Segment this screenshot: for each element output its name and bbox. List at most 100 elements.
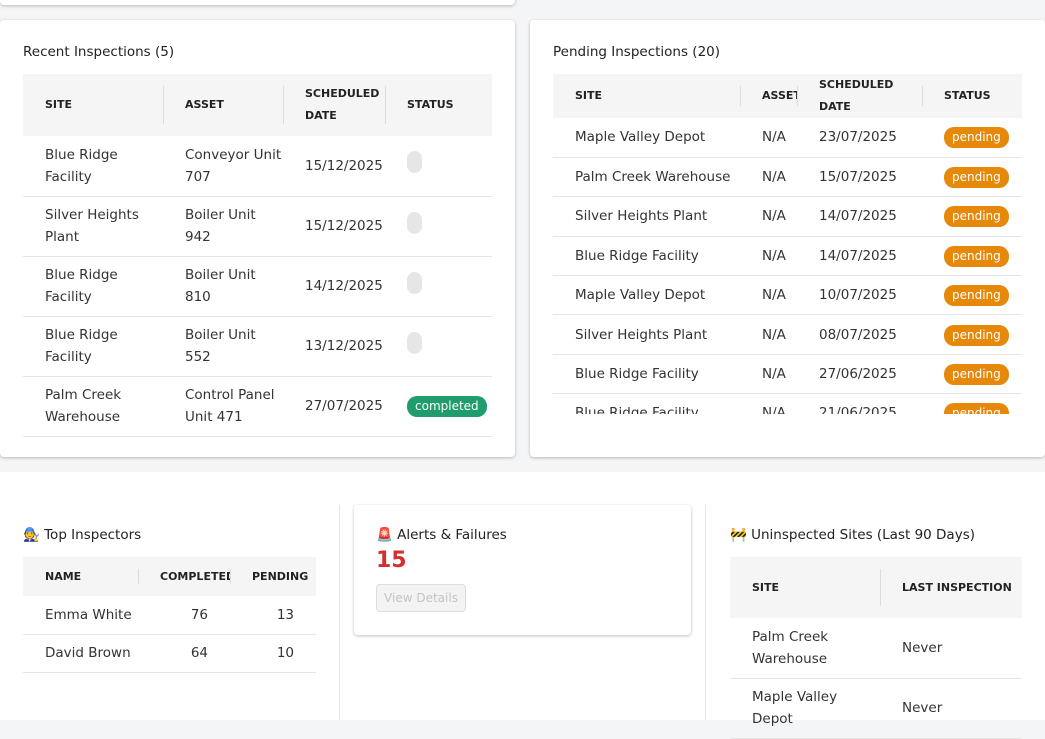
last-cell: Never — [880, 618, 1022, 679]
uninspected-table: SITE LAST INSPECTION Palm Creek Warehouse N… — [730, 557, 1022, 739]
status-cell: pending — [922, 393, 1022, 414]
column-header: SITE — [730, 557, 880, 618]
tbody: Maple Valley Depot N/A 23/07/2025 pending Pa… — [553, 118, 1022, 414]
column-header: LAST INSPECTION — [880, 557, 1022, 618]
column-header: STATUS — [385, 74, 492, 136]
status-cell: pending — [922, 314, 1022, 355]
site-cell: Palm Creek Warehouse — [730, 618, 880, 679]
thead: SITE ASSET SCHEDULED DATE STATUS — [553, 74, 1022, 118]
status-pill: pending — [944, 167, 1009, 189]
status-pill: pending — [944, 245, 1009, 267]
header-row: NAME COMPLETED PENDING — [23, 557, 316, 596]
status-cell: pending — [922, 275, 1022, 316]
recent-card: Recent Inspections (5) SITE ASSET SCHEDULE… — [0, 20, 515, 457]
asset-cell: N/A — [740, 157, 797, 198]
status-pill: pending — [944, 285, 1009, 307]
inspectors-table: NAME COMPLETED PENDING Emma White 76 13 David … — [23, 557, 316, 673]
row: David Brown 64 10 — [23, 634, 316, 673]
status-pill: pending — [944, 324, 1009, 346]
status-pill: completed — [407, 396, 487, 417]
column-header: COMPLETED — [138, 557, 235, 596]
thead: SITE ASSET SCHEDULED DATE STATUS — [23, 74, 492, 136]
asset-cell: N/A — [740, 275, 797, 316]
date-cell: 14/12/2025 — [283, 256, 385, 317]
row: Blue Ridge Facility N/A 14/07/2025 pending — [553, 236, 1022, 277]
alerts-count: 15 — [376, 548, 407, 573]
recent-table: SITE ASSET SCHEDULED DATE STATUS Blue Ridge … — [23, 74, 492, 437]
pending-title: Pending Inspections (20) — [553, 44, 721, 60]
row: Maple Valley Depot N/A 23/07/2025 pending — [553, 118, 1022, 158]
site-cell: Maple Valley Depot — [730, 678, 880, 739]
status-cell — [385, 136, 492, 197]
row: Maple Valley Depot N/A 10/07/2025 pending — [553, 275, 1022, 316]
date-cell: 15/12/2025 — [283, 136, 385, 197]
date-cell: 13/12/2025 — [283, 316, 385, 377]
alerts-card: 🚨 Alerts & Failures 15 View Details — [354, 505, 691, 635]
status-cell: pending — [922, 354, 1022, 395]
row: Palm Creek Warehouse N/A 15/07/2025 pending — [553, 157, 1022, 198]
icon: 🚨 — [376, 527, 393, 543]
asset-cell: Boiler Unit 810 — [163, 256, 283, 317]
status-cell: pending — [922, 118, 1022, 158]
column-header: NAME — [23, 557, 138, 596]
tbody: Emma White 76 13 David Brown 64 10 — [23, 596, 316, 673]
column-header: SITE — [23, 74, 163, 136]
top-card — [0, 0, 515, 5]
column-header: ASSET — [163, 74, 283, 136]
row: Silver Heights Plant N/A 08/07/2025 pending — [553, 314, 1022, 355]
status-cell: pending — [922, 157, 1022, 198]
pending-cell: 13 — [230, 596, 316, 635]
status-pill: pending — [944, 403, 1009, 414]
completed-cell: 76 — [138, 596, 230, 635]
thead: NAME COMPLETED PENDING — [23, 557, 316, 596]
date-cell: 14/07/2025 — [797, 196, 922, 237]
tbody: Palm Creek Warehouse Never Maple Valley De… — [730, 618, 1022, 739]
icon: 🧑‍🔧 — [23, 527, 40, 543]
asset-cell: Conveyor Unit 707 — [163, 136, 283, 197]
date-cell: 21/06/2025 — [797, 393, 922, 414]
row: Palm Creek Warehouse Control Panel Unit 4… — [23, 376, 492, 437]
view-details-button: View Details — [376, 584, 466, 612]
inspectors-table-wrap: NAME COMPLETED PENDING Emma White 76 13 David … — [23, 557, 316, 673]
inspectors-title: Top Inspectors — [44, 527, 142, 543]
row: Silver Heights Plant Boiler Unit 942 15/12… — [23, 196, 492, 257]
tbody: Blue Ridge Facility Conveyor Unit 707 15/1… — [23, 136, 492, 437]
status-cell: completed — [385, 376, 492, 437]
column-header: SCHEDULED DATE — [283, 74, 385, 136]
site-cell: Silver Heights Plant — [23, 196, 163, 257]
status-cell: pending — [922, 236, 1022, 277]
site-cell: Blue Ridge Facility — [23, 136, 163, 197]
date-cell: 15/12/2025 — [283, 196, 385, 257]
site-cell: Blue Ridge Facility — [553, 236, 740, 277]
inspectors-heading: 🧑‍🔧 Top Inspectors — [23, 527, 141, 543]
date-cell: 15/07/2025 — [797, 157, 922, 198]
pending-table-wrap: SITE ASSET SCHEDULED DATE STATUS Maple Valle… — [553, 74, 1022, 414]
divider — [339, 505, 340, 720]
status-cell — [385, 316, 492, 377]
thead: SITE LAST INSPECTION — [730, 557, 1022, 618]
date-cell: 10/07/2025 — [797, 275, 922, 316]
column-header: PENDING — [230, 557, 316, 596]
alerts-title: Alerts & Failures — [397, 527, 507, 543]
completed-cell: 64 — [138, 634, 230, 673]
uninspected-table-wrap: SITE LAST INSPECTION Palm Creek Warehouse N… — [730, 557, 1022, 739]
status-pill: pending — [944, 364, 1009, 386]
recent-table-wrap: SITE ASSET SCHEDULED DATE STATUS Blue Ridge … — [23, 74, 492, 437]
last-cell: Never — [880, 678, 1022, 739]
status-cell — [385, 256, 492, 317]
asset-cell: N/A — [740, 236, 797, 277]
site-cell: Palm Creek Warehouse — [23, 376, 163, 437]
header-row: SITE LAST INSPECTION — [730, 557, 1022, 618]
site-cell: Blue Ridge Facility — [23, 256, 163, 317]
row: Blue Ridge Facility Conveyor Unit 707 15/1… — [23, 136, 492, 197]
asset-cell: N/A — [740, 314, 797, 355]
column-header: SITE — [553, 74, 740, 118]
status-pill: pending — [944, 206, 1009, 228]
date-cell: 14/07/2025 — [797, 236, 922, 277]
bottom-panel: 🧑‍🔧 Top Inspectors NAME COMPLETED PENDING E… — [0, 472, 1045, 739]
site-cell: Maple Valley Depot — [553, 118, 740, 158]
uninspected-heading: 🚧 Uninspected Sites (Last 90 Days) — [730, 527, 975, 543]
row: Blue Ridge Facility N/A 21/06/2025 pending — [553, 393, 1022, 414]
name-cell: Emma White — [23, 596, 138, 635]
